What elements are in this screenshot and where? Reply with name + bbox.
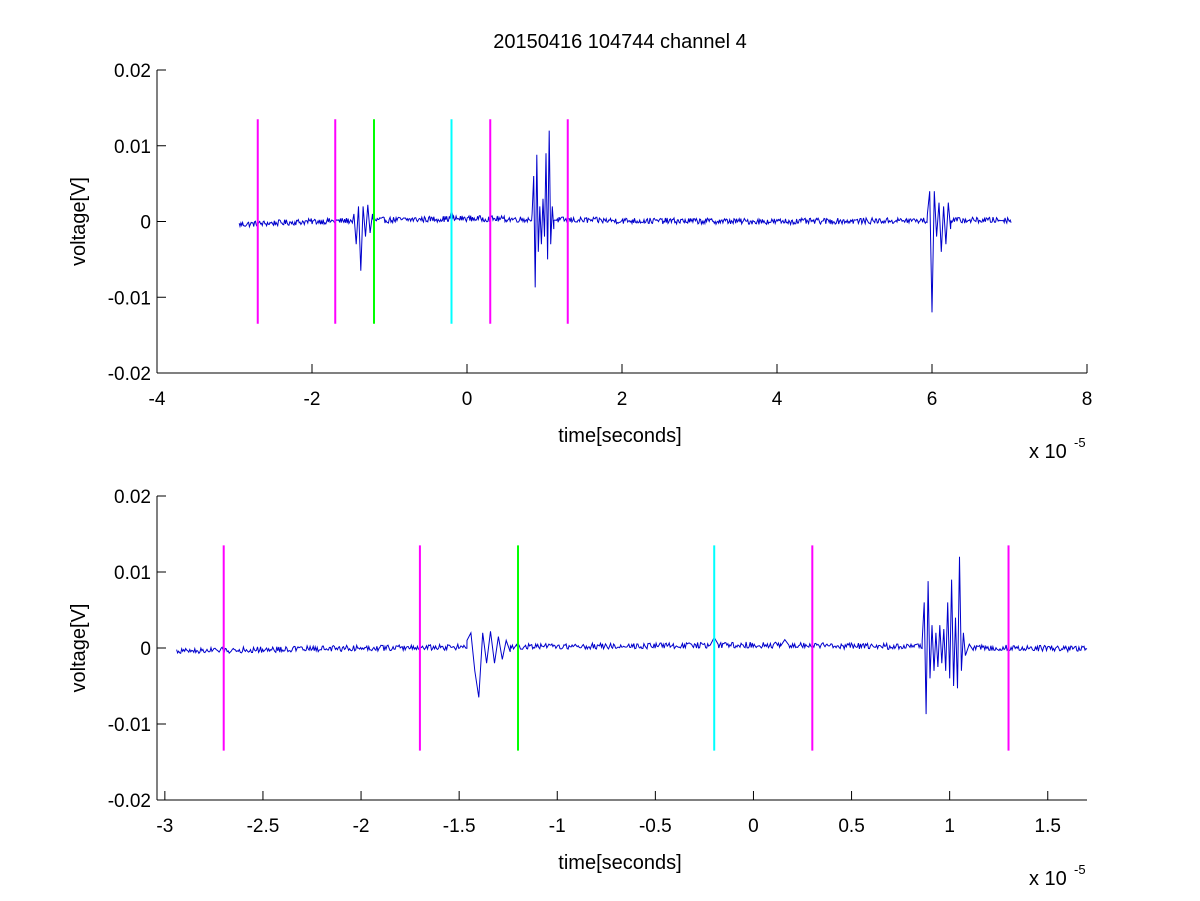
x-tick-label: -3 [156,816,173,837]
x-axis-label: time[seconds] [558,852,681,874]
x-tick-label: 0.5 [838,816,864,837]
y-tick-label: 0.01 [114,563,151,584]
y-tick-label: 0 [140,639,151,660]
x-tick-label: -2 [353,816,370,837]
x-axis-multiplier-exponent: -5 [1074,435,1086,450]
signal-trace [176,556,1088,715]
x-tick-label: 1.5 [1035,816,1061,837]
top-plot: 0.02 0.01 0 -0.01 -0.02 -4 -2 0 2 4 6 8 time[seconds… [68,61,1092,463]
x-axis-multiplier: x 10 [1029,868,1067,890]
x-tick-label: 8 [1082,389,1093,410]
x-tick-label: 2 [617,389,628,410]
y-tick-label: -0.01 [108,715,151,736]
y-axis-label: voltage[V] [68,604,90,693]
x-axis-multiplier-exponent: -5 [1074,862,1086,877]
x-tick-label: 0 [748,816,759,837]
y-axis-label: voltage[V] [68,177,90,266]
x-tick-label: -4 [149,389,166,410]
x-tick-label: 0 [462,389,473,410]
x-axis-multiplier: x 10 [1029,441,1067,463]
x-tick-label: -1 [549,816,566,837]
x-tick-label: -2.5 [247,816,280,837]
x-axis-label: time[seconds] [558,425,681,447]
y-tick-label: 0.02 [114,61,151,82]
x-tick-label: 6 [927,389,938,410]
y-tick-label: 0.01 [114,137,151,158]
y-tick-label: 0 [140,213,151,234]
y-tick-label: -0.02 [108,364,151,385]
x-tick-label: 4 [772,389,783,410]
y-tick-label: -0.01 [108,288,151,309]
bottom-plot: 0.02 0.01 0 -0.01 -0.02-3 -2.5 -2 -1.5 -1 -0.5 0 0.… [68,487,1088,890]
x-tick-label: -1.5 [443,816,476,837]
x-tick-label: 1 [944,816,955,837]
y-tick-label: 0.02 [114,487,151,508]
y-tick-label: -0.02 [108,791,151,812]
x-tick-label: -0.5 [639,816,672,837]
x-tick-label: -2 [304,389,321,410]
figure-title: 20150416 104744 channel 4 [493,31,747,53]
